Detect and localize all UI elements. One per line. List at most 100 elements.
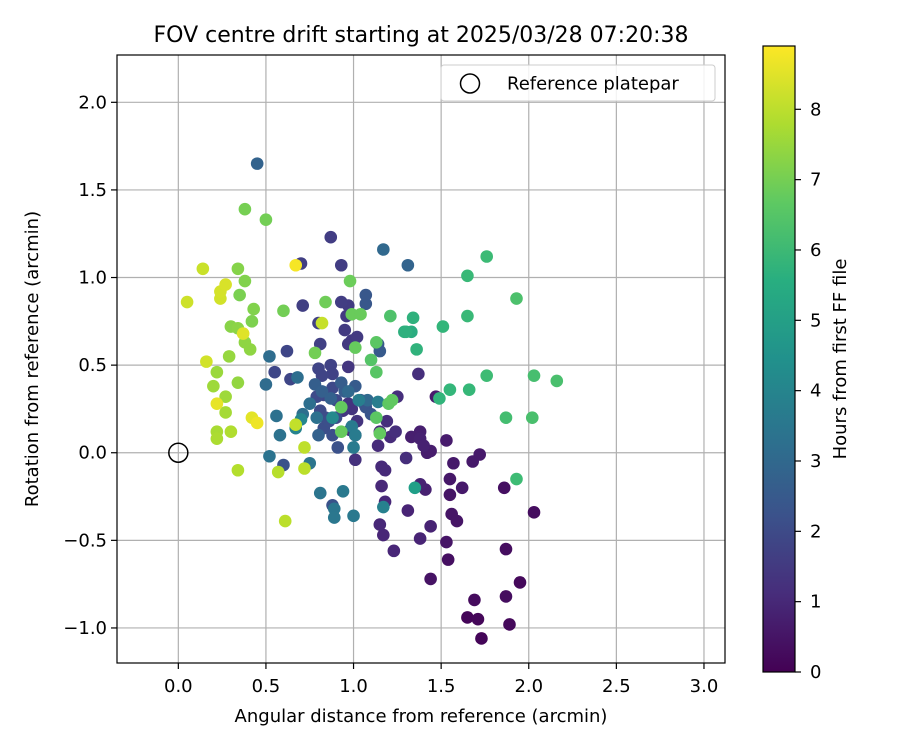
x-axis-label: Angular distance from reference (arcmin) (235, 706, 608, 727)
data-point (327, 502, 341, 516)
data-point (273, 428, 287, 442)
data-point (450, 514, 464, 528)
data-point (296, 299, 310, 312)
reference-marker (168, 442, 189, 463)
data-point (259, 378, 273, 391)
data-point (250, 157, 264, 170)
data-point (312, 428, 325, 442)
data-point (377, 243, 390, 256)
data-point (210, 432, 224, 446)
colorbar-tick-label: 5 (810, 310, 821, 331)
data-point (408, 481, 422, 495)
data-point (231, 463, 245, 477)
data-point (348, 341, 362, 354)
colorbar-tick-label: 0 (810, 662, 821, 683)
data-point (326, 367, 339, 381)
colorbar-ticks: 0 1 2 3 4 5 6 7 8 (795, 99, 821, 683)
data-point (298, 441, 311, 454)
data-point (377, 500, 390, 514)
axis-ticks: 0.0 0.5 1.0 1.5 2.0 2.5 3.0 −1.0 −0.5 0.0 0.5 1.0 1.… (63, 92, 718, 697)
data-point (224, 425, 238, 439)
data-point (219, 390, 232, 403)
legend-label: Reference platepar (507, 74, 679, 95)
data-point (354, 308, 367, 321)
x-tick-label: 0.5 (252, 676, 281, 697)
legend-box (440, 64, 716, 102)
data-point (480, 250, 494, 263)
data-point (455, 481, 469, 495)
data-point (308, 346, 322, 360)
data-point (278, 514, 292, 528)
data-point (475, 632, 488, 645)
reference-platepar-point (168, 442, 189, 463)
data-point (497, 481, 511, 495)
data-point (341, 360, 355, 374)
data-point (263, 449, 276, 463)
data-point (210, 397, 224, 410)
colorbar-gradient (762, 45, 796, 673)
colorbar-tick-label: 3 (810, 451, 821, 472)
data-point (315, 385, 329, 398)
data-point (263, 350, 276, 363)
data-point (473, 448, 486, 461)
data-point (359, 297, 373, 311)
plot-frame (116, 54, 726, 664)
data-point (527, 506, 541, 519)
colorbar-label: Hours from first FF file (830, 259, 851, 460)
data-point (441, 553, 455, 566)
y-tick-label: −0.5 (63, 530, 107, 551)
y-tick-label: 2.0 (78, 92, 107, 113)
data-point (343, 274, 357, 288)
y-tick-label: 1.0 (78, 268, 107, 289)
data-point (280, 344, 294, 358)
data-point (291, 371, 304, 384)
data-point (222, 350, 236, 363)
data-point (259, 213, 273, 227)
data-point (341, 385, 355, 398)
data-point (461, 269, 474, 283)
data-point (331, 441, 345, 454)
data-point (499, 411, 513, 424)
data-point (440, 535, 453, 549)
data-point (350, 330, 364, 344)
data-point (361, 393, 374, 407)
data-point (513, 576, 527, 589)
data-point (443, 472, 457, 486)
data-point (245, 315, 259, 328)
data-point (378, 463, 392, 477)
data-point (180, 295, 194, 309)
data-point (289, 418, 303, 432)
data-point (385, 393, 399, 407)
data-point (370, 411, 383, 424)
y-axis-label: Rotation from reference (arcmin) (22, 211, 43, 507)
data-point (347, 509, 360, 523)
data-point (277, 304, 290, 318)
x-tick-label: 1.5 (427, 676, 456, 697)
data-point (406, 311, 420, 325)
data-point (326, 411, 339, 424)
data-point (461, 309, 474, 323)
colorbar-tick-label: 6 (810, 240, 821, 261)
x-tick-label: 0.0 (164, 676, 193, 697)
data-point (399, 325, 413, 339)
data-point (310, 411, 324, 424)
data-point (468, 593, 481, 607)
data-point (387, 544, 401, 558)
data-point (480, 369, 494, 382)
data-point (417, 439, 430, 453)
data-point (401, 258, 415, 272)
data-point (503, 618, 516, 631)
data-point (270, 409, 283, 423)
data-point (424, 520, 437, 533)
data-point (412, 367, 425, 381)
data-point (250, 416, 264, 430)
data-point (462, 383, 476, 396)
data-point (347, 441, 360, 454)
data-point (352, 393, 366, 407)
data-point (471, 612, 485, 626)
data-point (289, 258, 303, 272)
data-point (348, 428, 362, 442)
data-point (334, 258, 348, 272)
data-point (247, 302, 260, 316)
data-point (399, 451, 413, 465)
